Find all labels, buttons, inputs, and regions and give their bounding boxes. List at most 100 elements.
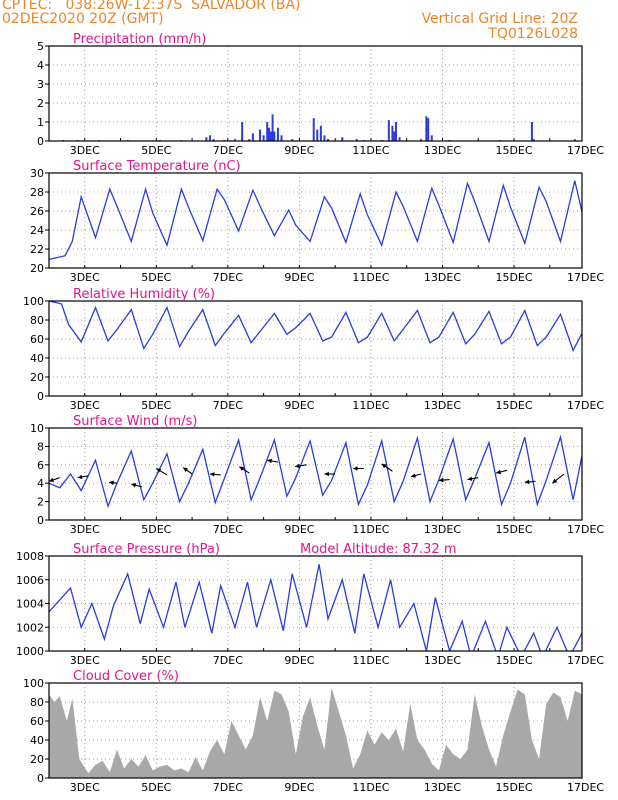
precip-bar — [530, 122, 533, 141]
wind-arrow-head — [411, 473, 416, 478]
pres-ytick-label: 1000 — [16, 645, 44, 658]
cloud-ytick-label: 60 — [30, 715, 44, 728]
pres-xtick-label: 3DEC — [70, 654, 100, 667]
wind-ytick-label: 6 — [37, 459, 44, 472]
pres-ytick-label: 1002 — [16, 621, 44, 634]
temp-series-line — [49, 180, 582, 261]
cloud-xtick-label: 17DEC — [567, 781, 604, 794]
wind-arrow-head — [77, 474, 83, 480]
temp-ytick-label: 30 — [30, 167, 44, 180]
precip-bar — [391, 125, 394, 141]
rh-ytick-label: 60 — [30, 333, 44, 346]
precip-bar — [271, 114, 274, 141]
cloud-panel: 0 20 40 60 80 100 3DEC 5DEC 7DEC 9DEC 11DEC 13DEC 15… — [23, 669, 604, 794]
rh-xtick-label: 9DEC — [284, 399, 314, 412]
precip-bar — [393, 131, 396, 141]
precip-bar — [420, 139, 423, 141]
precip-bar — [266, 122, 269, 141]
cloud-xtick-label: 3DEC — [70, 781, 100, 794]
cloud-xtick-label: 5DEC — [141, 781, 171, 794]
precip-ytick-label: 1 — [37, 116, 44, 129]
wind-frame — [48, 427, 583, 521]
precip-bar — [267, 127, 270, 141]
precip-bar — [212, 139, 215, 141]
header-grid-note: Vertical Grid Line: 20Z — [421, 11, 578, 27]
precip-bar — [327, 139, 330, 141]
temp-ytick-label: 20 — [30, 262, 44, 275]
pres-ytick-label: 1004 — [16, 598, 44, 611]
pres-xtick-label: 13DEC — [424, 654, 461, 667]
precip-bar — [276, 127, 279, 141]
precip-xtick-label: 3DEC — [70, 144, 100, 157]
rh-xtick-label: 17DEC — [567, 399, 604, 412]
pres-title: Surface Pressure (hPa) — [73, 542, 220, 557]
wind-panel: 0 2 4 6 8 10 3DEC 5DEC 7DEC 9DEC 11DEC 13DEC 15DEC 17… — [30, 414, 604, 536]
rh-frame — [48, 300, 583, 397]
wind-ytick-label: 0 — [37, 514, 44, 527]
rh-ytick-label: 80 — [30, 314, 44, 327]
pres-annotation: Model Altitude: 87.32 m — [300, 542, 457, 557]
precip-bar — [205, 137, 208, 141]
pres-frame — [48, 555, 583, 652]
precip-bar — [234, 139, 237, 141]
wind-xtick-label: 5DEC — [141, 523, 171, 536]
wind-xtick-label: 11DEC — [352, 523, 389, 536]
cloud-xtick-label: 11DEC — [352, 781, 389, 794]
precip-bar — [280, 135, 283, 141]
wind-ytick-label: 8 — [37, 440, 44, 453]
precip-bar — [319, 125, 322, 141]
temp-ytick-label: 26 — [30, 205, 44, 218]
wind-arrow-head — [49, 477, 54, 483]
cloud-frame — [48, 682, 583, 779]
cloud-xtick-label: 15DEC — [495, 781, 532, 794]
temp-xtick-label: 11DEC — [352, 271, 389, 284]
wind-xtick-label: 7DEC — [213, 523, 243, 536]
precip-bar — [398, 137, 401, 141]
precip-ytick-label: 2 — [37, 97, 44, 110]
wind-xtick-label: 13DEC — [424, 523, 461, 536]
temp-frame — [48, 172, 583, 269]
precip-xtick-label: 15DEC — [495, 144, 532, 157]
temp-ytick-label: 22 — [30, 243, 44, 256]
pres-xtick-label: 5DEC — [141, 654, 171, 667]
rh-xtick-label: 13DEC — [424, 399, 461, 412]
cloud-ytick-label: 40 — [30, 734, 44, 747]
temp-xtick-label: 15DEC — [495, 271, 532, 284]
precip-bar — [387, 120, 390, 141]
cloud-ytick-label: 100 — [23, 677, 44, 690]
wind-arrow-head — [552, 478, 558, 484]
cloud-ytick-label: 80 — [30, 696, 44, 709]
wind-arrow-head — [131, 483, 137, 488]
rh-ytick-label: 0 — [37, 390, 44, 403]
wind-arrow-head — [295, 463, 300, 469]
precip-bar — [262, 135, 265, 141]
precip-bar — [425, 116, 428, 141]
rh-ytick-label: 20 — [30, 371, 44, 384]
precip-bar — [355, 139, 358, 141]
wind-arrow-head — [353, 466, 358, 471]
temp-title: Surface Temperature (nC) — [73, 159, 241, 174]
precip-xtick-label: 5DEC — [141, 144, 171, 157]
temp-xtick-label: 7DEC — [213, 271, 243, 284]
precip-title: Precipitation (mm/h) — [73, 32, 206, 47]
pres-xtick-label: 11DEC — [352, 654, 389, 667]
pres-ytick-label: 1008 — [16, 550, 44, 563]
wind-xtick-label: 17DEC — [567, 523, 604, 536]
rh-xtick-label: 5DEC — [141, 399, 171, 412]
header-code: TQ0126L028 — [488, 26, 578, 42]
wind-series-line — [49, 434, 582, 509]
precip-bar — [291, 139, 294, 141]
pres-xtick-label: 9DEC — [284, 654, 314, 667]
header-station: CPTEC: 038:26W-12:37S SALVADOR (BA) — [2, 0, 301, 13]
precip-bar — [394, 122, 397, 141]
temp-ytick-label: 28 — [30, 186, 44, 199]
precip-ytick-label: 0 — [37, 135, 44, 148]
temp-panel: 20 22 24 26 28 30 3DEC 5DEC 7DEC 9DEC 11DEC 13DEC 15… — [30, 159, 604, 284]
precip-xtick-label: 7DEC — [213, 144, 243, 157]
wind-arrow-head — [183, 467, 189, 473]
pres-ytick-label: 1006 — [16, 574, 44, 587]
temp-ytick-label: 24 — [30, 224, 44, 237]
temp-xtick-label: 3DEC — [70, 271, 100, 284]
wind-xtick-label: 9DEC — [284, 523, 314, 536]
